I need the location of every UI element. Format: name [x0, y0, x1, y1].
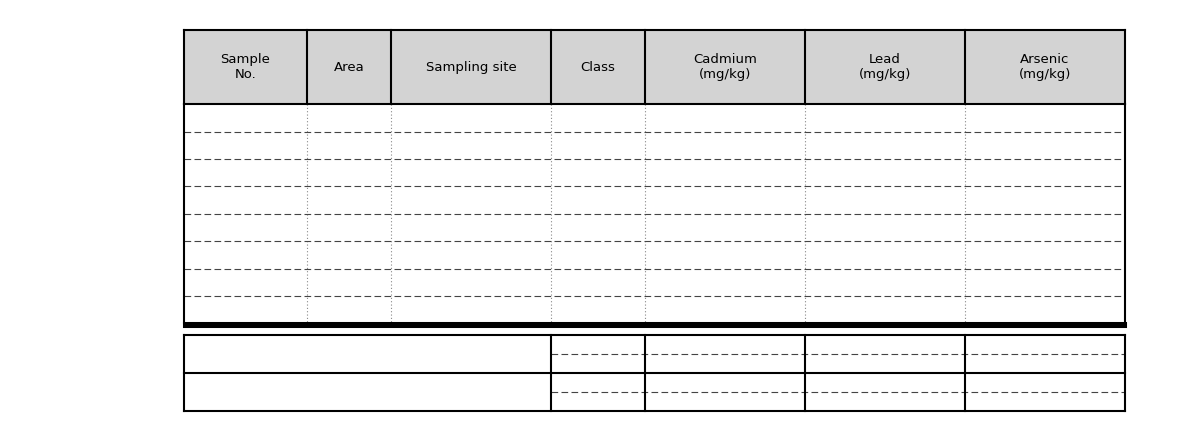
Text: Area: Area: [333, 61, 364, 74]
Text: Arsenic
(mg/kg): Arsenic (mg/kg): [1019, 53, 1071, 81]
Text: Cadmium
(mg/kg): Cadmium (mg/kg): [693, 53, 757, 81]
Text: Sampling site: Sampling site: [426, 61, 516, 74]
Text: Lead
(mg/kg): Lead (mg/kg): [859, 53, 912, 81]
Text: Class: Class: [581, 61, 615, 74]
Text: Sample
No.: Sample No.: [220, 53, 270, 81]
